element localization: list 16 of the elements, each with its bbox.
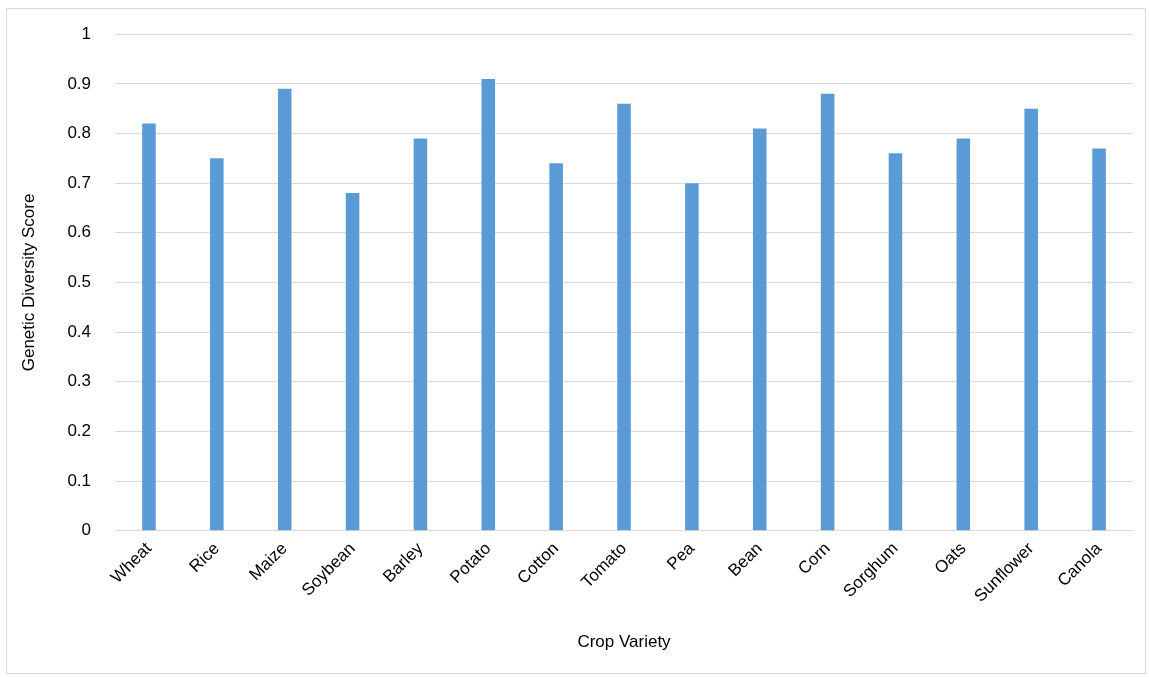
y-tick-label: 0.5 bbox=[67, 272, 92, 292]
x-tick-label: Pea bbox=[663, 538, 699, 574]
y-tick-label: 0.6 bbox=[67, 222, 92, 242]
y-tick-label: 0.3 bbox=[67, 371, 92, 391]
y-tick-label: 0.8 bbox=[67, 123, 92, 143]
y-tick-label: 0.2 bbox=[67, 421, 92, 441]
y-tick-label: 0.4 bbox=[67, 321, 92, 341]
y-axis-title: Genetic Diversity Score bbox=[18, 193, 38, 372]
y-tick-label: 0.7 bbox=[67, 172, 92, 192]
x-tick-label: Rice bbox=[185, 538, 223, 577]
y-tick-label: 0 bbox=[81, 520, 92, 540]
y-tick-label: 0.1 bbox=[67, 470, 92, 490]
y-tick-label: 1 bbox=[81, 23, 92, 43]
x-axis-title: Crop Variety bbox=[577, 632, 672, 652]
x-tick-label: Oats bbox=[930, 538, 970, 578]
y-tick-label: 0.9 bbox=[67, 73, 92, 93]
